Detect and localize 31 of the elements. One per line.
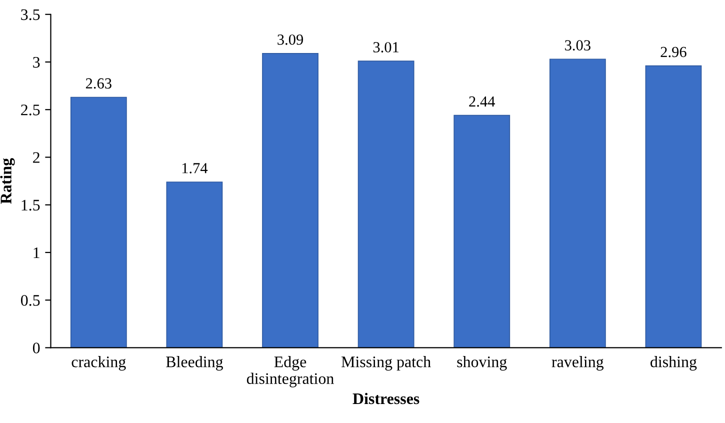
y-axis-title: Rating [0,158,15,204]
data-label: 2.96 [660,46,686,58]
x-tick-label: raveling [552,356,604,371]
bar [454,114,510,348]
y-tick-label: 0 [32,342,40,354]
bar [358,60,414,348]
data-label: 3.09 [278,34,303,45]
x-tick-label: cracking [72,356,126,371]
data-label: 2.44 [469,96,495,107]
data-label: 2.63 [86,78,112,89]
data-label: 1.74 [182,163,208,174]
y-tick-label: 2.5 [21,104,40,116]
bar [645,65,702,348]
y-tick-label: 3.5 [21,9,40,20]
y-tick-label: 1 [34,247,40,258]
y-tick-label: 0.5 [20,295,40,306]
bar [262,53,318,348]
y-tick-label: 2 [33,152,40,163]
data-label: 3.01 [373,42,399,52]
y-tick-label: 3 [33,56,40,68]
bar [166,182,223,348]
x-tick-label: Bleeding [166,356,223,371]
x-tick-label: Missing patch [341,356,431,371]
x-tick-label: shoving [457,356,507,371]
x-tick-label: dishing [650,356,697,371]
bar [70,96,127,348]
x-axis-title: Distresses [352,392,420,404]
x-tick-label: Edge disintegration [246,356,334,388]
y-tick-label: 1.5 [22,200,40,211]
data-label: 3.03 [565,40,590,51]
bar [549,58,606,348]
